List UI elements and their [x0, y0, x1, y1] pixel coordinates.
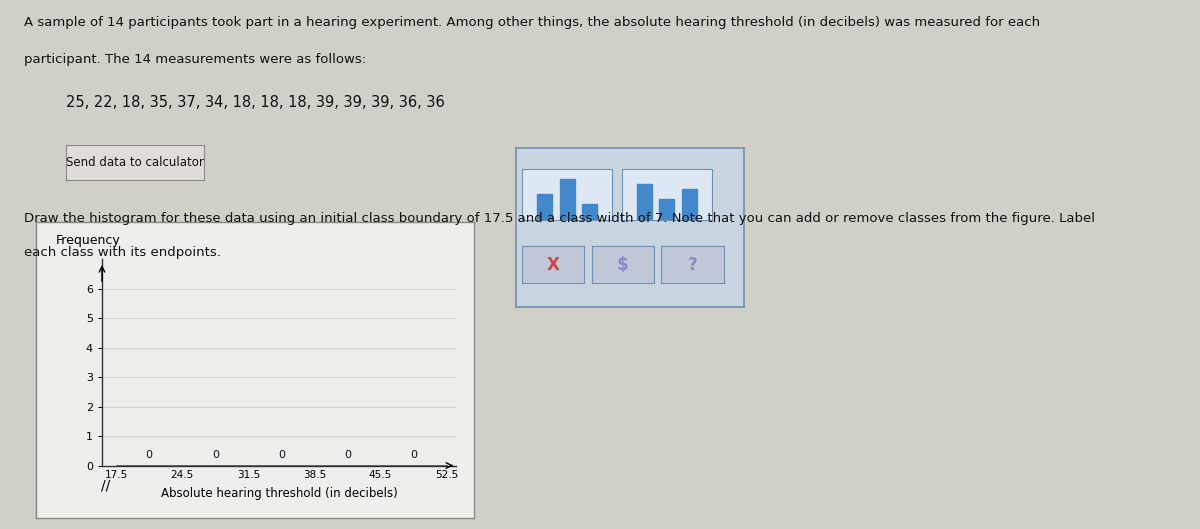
- Text: Send data to calculator: Send data to calculator: [66, 156, 204, 169]
- Text: 0: 0: [344, 450, 350, 460]
- Text: 0: 0: [211, 450, 218, 460]
- Bar: [559, 179, 575, 220]
- Text: ?: ?: [688, 256, 697, 273]
- Text: each class with its endpoints.: each class with its endpoints.: [24, 246, 221, 259]
- Text: participant. The 14 measurements were as follows:: participant. The 14 measurements were as…: [24, 53, 366, 66]
- Bar: [637, 185, 652, 220]
- Text: 25, 22, 18, 35, 37, 34, 18, 18, 18, 39, 39, 39, 36, 36: 25, 22, 18, 35, 37, 34, 18, 18, 18, 39, …: [66, 95, 445, 110]
- Text: Draw the histogram for these data using an initial class boundary of 17.5 and a : Draw the histogram for these data using …: [24, 212, 1096, 225]
- Text: 0: 0: [145, 450, 152, 460]
- Bar: [682, 189, 696, 220]
- Text: X: X: [547, 256, 559, 273]
- Text: $: $: [617, 256, 629, 273]
- Bar: [582, 205, 598, 220]
- Text: Frequency: Frequency: [56, 234, 121, 247]
- Bar: [659, 199, 674, 220]
- Text: A sample of 14 participants took part in a hearing experiment. Among other thing: A sample of 14 participants took part in…: [24, 16, 1040, 29]
- Text: 0: 0: [278, 450, 284, 460]
- X-axis label: Absolute hearing threshold (in decibels): Absolute hearing threshold (in decibels): [161, 487, 397, 500]
- Text: //: //: [101, 479, 110, 493]
- Text: 0: 0: [410, 450, 418, 460]
- Bar: [538, 195, 552, 220]
